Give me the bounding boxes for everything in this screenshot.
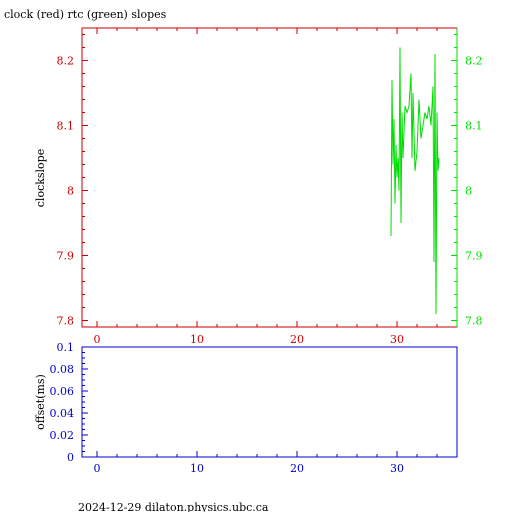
top-x-tick-label: 20	[290, 333, 304, 346]
bottom-axes: 0 10 20 30 0 0.02 0.04 0.06 0.08 0.1	[50, 341, 438, 475]
top-y-tick-label-right: 8.1	[465, 120, 483, 133]
top-y-tick-label-left: 7.9	[57, 250, 75, 263]
top-x-tick-label: 10	[190, 333, 204, 346]
bottom-y-axis-label: offset(ms)	[34, 374, 47, 430]
top-y-tick-label-right: 8.2	[465, 55, 483, 68]
top-y-tick-label-left: 7.8	[57, 315, 75, 328]
top-chart-title: clock (red) rtc (green) slopes	[4, 8, 167, 21]
offset-chart: 0 10 20 30 0 0.02 0.04 0.06 0.08 0.1 offset(ms)	[34, 341, 458, 475]
top-series	[390, 47, 440, 315]
bottom-x-tick-label: 0	[94, 462, 101, 475]
top-y-tick-label-right: 7.9	[465, 250, 483, 263]
rtc-slope-series-line	[390, 47, 440, 315]
top-y-tick-label-right: 8	[465, 185, 472, 198]
bottom-y-tick-label: 0.08	[50, 363, 75, 376]
top-y-tick-label-left: 8.2	[57, 55, 75, 68]
clock-slope-chart: 0 10 20 30 7.8 7.8 7.9 7.9 8 8 8.1 8.1 8.2 8.2 clocks…	[34, 27, 483, 346]
top-x-tick-label: 30	[390, 333, 404, 346]
bottom-y-tick-label: 0.02	[50, 429, 75, 442]
top-x-tick-label: 0	[94, 333, 101, 346]
bottom-x-tick-label: 10	[190, 462, 204, 475]
top-y-tick-label-left: 8.1	[57, 120, 75, 133]
bottom-plot-frame	[81, 346, 458, 458]
bottom-y-tick-label: 0.1	[57, 341, 75, 354]
top-y-axis-label: clockslope	[34, 149, 47, 207]
footer-host-date: 2024-12-29 dilaton.physics.ubc.ca	[78, 501, 269, 512]
bottom-y-tick-label: 0.04	[50, 407, 75, 420]
bottom-y-tick-label: 0	[67, 451, 74, 464]
top-axes: 0 10 20 30 7.8 7.8 7.9 7.9 8 8 8.1 8.1 8.2 8.2	[57, 28, 483, 346]
bottom-x-tick-label: 30	[390, 462, 404, 475]
bottom-y-tick-label: 0.06	[50, 385, 75, 398]
bottom-x-tick-label: 20	[290, 462, 304, 475]
top-y-tick-label-right: 7.8	[465, 315, 483, 328]
top-y-tick-label-left: 8	[67, 185, 74, 198]
